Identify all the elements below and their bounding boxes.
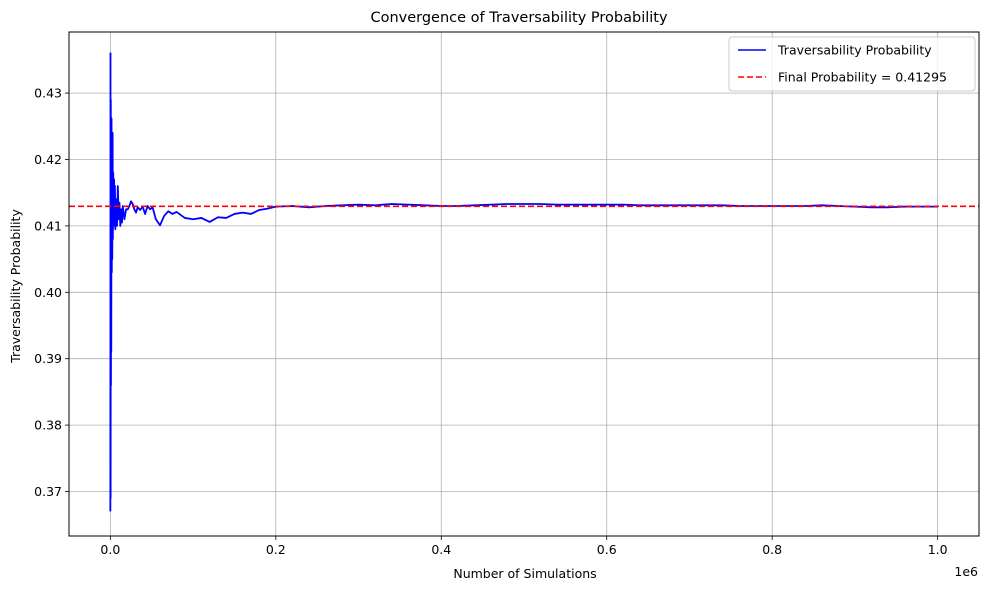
x-tick-label: 0.0 bbox=[100, 542, 120, 557]
x-tick-label: 0.4 bbox=[431, 542, 451, 557]
y-axis-ticks: 0.37 0.38 0.39 0.40 0.41 0.42 0.43 bbox=[34, 86, 69, 499]
y-tick-label: 0.39 bbox=[34, 351, 62, 366]
plot-lines bbox=[69, 52, 979, 512]
x-axis-label: Number of Simulations bbox=[453, 566, 596, 581]
y-axis-label: Traversability Probability bbox=[8, 209, 23, 364]
legend-label-final-probability: Final Probability = 0.41295 bbox=[778, 70, 947, 85]
y-tick-label: 0.38 bbox=[34, 418, 62, 433]
y-tick-label: 0.43 bbox=[34, 86, 62, 101]
x-axis-offset-label: 1e6 bbox=[954, 564, 978, 579]
legend-label-traversability: Traversability Probability bbox=[777, 43, 932, 58]
x-tick-label: 0.6 bbox=[597, 542, 617, 557]
y-tick-label: 0.42 bbox=[34, 152, 62, 167]
legend: Traversability Probability Final Probabi… bbox=[728, 36, 976, 92]
x-tick-label: 1.0 bbox=[928, 542, 948, 557]
x-tick-label: 0.2 bbox=[266, 542, 286, 557]
grid bbox=[69, 32, 979, 536]
series-traversability-line bbox=[109, 52, 938, 512]
x-tick-label: 0.8 bbox=[762, 542, 782, 557]
legend-box bbox=[728, 36, 976, 92]
y-tick-label: 0.40 bbox=[34, 285, 62, 300]
y-tick-label: 0.41 bbox=[34, 218, 62, 233]
plot-frame bbox=[68, 31, 980, 537]
chart-title: Convergence of Traversability Probabilit… bbox=[370, 10, 668, 26]
y-tick-label: 0.37 bbox=[34, 484, 62, 499]
x-axis-ticks: 0.0 0.2 0.4 0.6 0.8 1.0 bbox=[100, 536, 948, 557]
